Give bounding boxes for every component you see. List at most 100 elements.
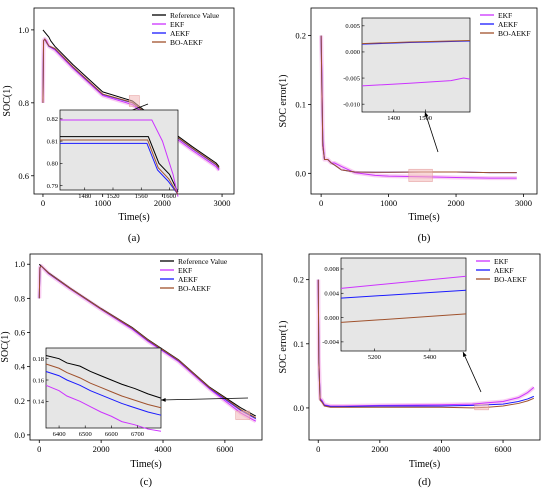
y-tick-label: 0.1 <box>295 99 306 109</box>
zoom-arrow-line <box>424 111 439 153</box>
inset-line-ekf <box>340 275 467 289</box>
zoom-arrow-head <box>463 352 467 357</box>
inset-y-tick-label: 0.80 <box>47 161 58 168</box>
x-axis-label: Time(s) <box>130 459 161 470</box>
panel-label: (d) <box>418 476 431 488</box>
y-axis-label: SOC(1) <box>0 331 11 362</box>
legend-entry: BO-AEKF <box>178 284 211 293</box>
legend-entry: EKF <box>498 11 512 20</box>
legend-entry: Reference Value <box>170 11 220 20</box>
y-tick-label: 0.4 <box>14 362 25 372</box>
legend-entry: AEKF <box>170 29 190 38</box>
x-tick-label: 6000 <box>495 444 512 454</box>
series-line-reference-value <box>42 29 220 167</box>
y-tick-label: 1.0 <box>14 259 25 269</box>
y-tick-label: 0.0 <box>14 430 25 440</box>
series-line-bo-aekf <box>320 35 517 174</box>
inset-line-bo-aekf <box>45 363 162 409</box>
inset-line-aekf <box>361 40 471 45</box>
panel-b: 0 1000 2000 3000 0.0 0.1 0.2 Time(s) SOC error(1… <box>278 7 538 244</box>
x-tick-label: 4000 <box>155 444 172 454</box>
inset-line-reference-value <box>60 136 179 193</box>
inset-x-tick-label: 6400 <box>53 431 66 438</box>
inset-plot: 6400 6500 6600 6700 0.14 0.16 0.18 <box>33 347 162 438</box>
zoom-arrow-line <box>462 351 482 393</box>
inset-line-bo-aekf <box>340 313 467 323</box>
y-tick-label: 0.8 <box>18 98 29 108</box>
x-axis-label: Time(s) <box>409 459 440 470</box>
y-tick-label: 0.2 <box>295 31 306 41</box>
x-tick-label: 0 <box>316 444 320 454</box>
legend-entry: BO-AEKF <box>494 275 527 284</box>
x-axis-label: Time(s) <box>408 212 439 223</box>
inset-y-tick-label: -0.004 <box>322 339 340 346</box>
y-tick-label: 0.2 <box>293 275 304 285</box>
zoom-region <box>128 95 140 107</box>
inset-x-tick-label: 1500 <box>419 115 432 122</box>
x-tick-label: 2000 <box>93 444 110 454</box>
inset-x-tick-label: 1480 <box>78 193 91 200</box>
y-tick-label: 0.0 <box>295 168 306 178</box>
inset-y-tick-label: 0.000 <box>324 315 339 322</box>
inset-y-tick-label: -0.010 <box>343 101 360 108</box>
panel-d: 0 2000 4000 6000 0.0 0.1 0.2 Time(s) SOC error(1… <box>278 253 541 488</box>
y-axis-label: SOC(1) <box>2 85 13 116</box>
inset-line-ekf <box>60 119 179 197</box>
inset-line-aekf <box>45 370 162 416</box>
legend-entry: EKF <box>494 257 508 266</box>
panel-c: 0 2000 4000 6000 0.0 0.2 0.4 0.6 0.8 1.0 Time(s) SO… <box>0 253 263 488</box>
zoom-region <box>474 404 489 411</box>
inset-y-tick-label: 0.81 <box>47 138 58 145</box>
legend-entry: AEKF <box>498 20 518 29</box>
inset-x-tick-label: 1600 <box>163 193 176 200</box>
panel-label: (c) <box>140 476 153 488</box>
inset-y-tick-label: 0.008 <box>324 266 339 273</box>
y-tick-label: 0.1 <box>293 339 304 349</box>
zoom-region <box>408 168 433 182</box>
inset-y-tick-label: 0.14 <box>33 399 45 406</box>
x-tick-label: 4000 <box>433 444 450 454</box>
inset-y-tick-label: 0.16 <box>33 377 45 384</box>
inset-area <box>361 17 471 113</box>
inset-line-aekf <box>60 142 179 195</box>
x-tick-label: 1000 <box>380 198 397 208</box>
x-axis-label: Time(s) <box>118 212 149 223</box>
legend-entry: Reference Value <box>178 257 228 266</box>
inset-y-tick-label: 0.79 <box>47 183 58 190</box>
inset-plot: 5200 5400 -0.004 0.000 0.004 0.008 <box>322 257 467 361</box>
y-tick-label: 0.0 <box>293 403 304 413</box>
zoom-arrow-line <box>160 397 249 401</box>
inset-y-tick-label: 0.000 <box>345 49 360 56</box>
inset-y-tick-label: 0.005 <box>345 23 360 30</box>
legend-entry: BO-AEKF <box>498 29 531 38</box>
inset-line-ekf <box>361 77 471 87</box>
inset-x-tick-label: 6500 <box>79 431 92 438</box>
legend-entry: AEKF <box>494 266 514 275</box>
inset-y-tick-label: 0.004 <box>324 291 339 298</box>
x-tick-label: 0 <box>37 444 41 454</box>
series-line-ekf <box>317 279 535 407</box>
x-tick-label: 6000 <box>216 444 233 454</box>
panel-label: (a) <box>128 232 141 244</box>
x-tick-label: 3000 <box>214 198 231 208</box>
x-tick-label: 3000 <box>515 198 532 208</box>
y-tick-label: 0.6 <box>14 327 25 337</box>
series-line-bo-aekf <box>38 265 257 419</box>
inset-line-aekf <box>340 289 467 299</box>
y-axis-label: SOC error(1) <box>278 74 289 127</box>
inset-line-reference-value <box>45 354 162 399</box>
y-tick-label: 1.0 <box>18 25 29 35</box>
inset-y-tick-label: -0.005 <box>343 75 360 82</box>
y-tick-label: 0.8 <box>14 293 25 303</box>
inset-plot: 1480 1520 1560 1600 0.79 0.80 0.81 0.82 <box>47 109 179 200</box>
inset-line-bo-aekf <box>60 139 179 195</box>
x-tick-label: 1000 <box>94 198 111 208</box>
series-line-bo-aekf <box>42 38 220 169</box>
panel-label: (b) <box>418 232 431 244</box>
legend-entry: EKF <box>178 266 192 275</box>
series-line-bo-aekf <box>317 279 535 409</box>
y-tick-label: 0.2 <box>14 396 25 406</box>
